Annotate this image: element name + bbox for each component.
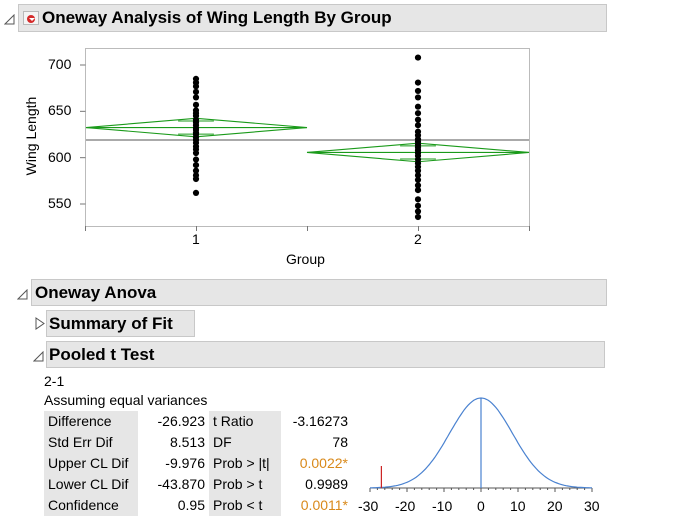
row-value: 0.95 [177, 497, 205, 513]
pooled-t-test-title: Pooled t Test [49, 344, 155, 364]
ytick-label: 600 [48, 149, 72, 165]
stat-label: Prob > |t| [209, 453, 281, 474]
data-point [414, 187, 422, 194]
oneway-plot [80, 48, 530, 231]
collapse-triangle-icon[interactable] [16, 287, 28, 300]
row-value: -26.923 [157, 413, 205, 429]
collapse-triangle-icon[interactable] [3, 12, 15, 25]
group-axis-label: Group [286, 251, 325, 267]
data-point [414, 182, 422, 189]
t-distribution-plot [369, 397, 593, 492]
row-label: Lower CL Dif [44, 474, 138, 495]
oneway-anova-title: Oneway Anova [35, 282, 157, 302]
row-value: -9.976 [165, 455, 205, 471]
data-point [192, 149, 200, 157]
data-point [414, 167, 422, 174]
data-point [414, 172, 422, 179]
data-point [414, 122, 422, 129]
row-label: Upper CL Dif [44, 453, 138, 474]
data-point [192, 175, 200, 183]
ytick-label: 700 [48, 56, 72, 72]
stat-value: 78 [332, 434, 348, 450]
ytick-label: 550 [48, 195, 72, 211]
data-point [414, 103, 422, 110]
dist-tick-label: -20 [395, 498, 416, 514]
row-value: -43.870 [157, 476, 205, 492]
row-label: Difference [44, 411, 138, 432]
data-point [192, 189, 200, 196]
stat-label: Prob > t [209, 474, 281, 495]
report-title: Oneway Analysis of Wing Length By Group [42, 8, 392, 27]
row-label: Std Err Dif [44, 432, 138, 453]
xtick-label: 2 [414, 231, 422, 247]
stat-value: 0.9989 [305, 476, 348, 492]
data-point [192, 156, 200, 163]
data-point [192, 161, 200, 169]
dist-tick-label: -30 [358, 498, 379, 514]
pooled-t-test-header: Pooled t Test [46, 341, 605, 368]
data-point [414, 116, 422, 123]
data-point [414, 94, 422, 101]
red-triangle-menu-icon[interactable] [23, 11, 39, 25]
data-point [414, 79, 422, 86]
dist-tick-label: 0 [477, 498, 485, 514]
summary-of-fit-title: Summary of Fit [49, 313, 173, 333]
stat-label: Prob < t [209, 495, 281, 516]
stat-label: DF [209, 432, 281, 453]
ytick-label: 650 [48, 102, 72, 118]
data-point [414, 202, 422, 209]
stat-label: t Ratio [209, 411, 281, 432]
collapse-triangle-icon[interactable] [32, 349, 44, 362]
stat-value: 0.0011* [300, 497, 348, 513]
dist-tick-label: 30 [584, 498, 600, 514]
dist-tick-label: -10 [432, 498, 453, 514]
data-point [414, 208, 422, 215]
data-point [414, 213, 422, 221]
stat-value: 0.0022* [299, 455, 348, 471]
assumption-text: Assuming equal variances [44, 392, 208, 408]
data-point [192, 167, 200, 174]
summary-of-fit-header[interactable]: Summary of Fit [46, 310, 195, 337]
data-point [192, 88, 200, 95]
dist-tick-label: 20 [547, 498, 563, 514]
stat-value: -3.16273 [292, 413, 348, 429]
data-point [414, 54, 422, 61]
dist-tick-label: 10 [510, 498, 526, 514]
data-point [414, 87, 422, 95]
expand-triangle-icon[interactable] [35, 317, 46, 330]
data-point [414, 196, 422, 203]
data-point [192, 94, 200, 101]
data-point [414, 176, 422, 184]
row-label: Confidence [44, 495, 138, 516]
data-point [192, 83, 200, 90]
row-value: 8.513 [169, 434, 205, 450]
xtick-label: 1 [192, 231, 200, 247]
data-point [414, 110, 422, 117]
oneway-anova-header: Oneway Anova [31, 279, 607, 306]
data-point [192, 101, 200, 108]
contrast-label: 2-1 [44, 373, 65, 389]
report-header: Oneway Analysis of Wing Length By Group [18, 4, 607, 32]
